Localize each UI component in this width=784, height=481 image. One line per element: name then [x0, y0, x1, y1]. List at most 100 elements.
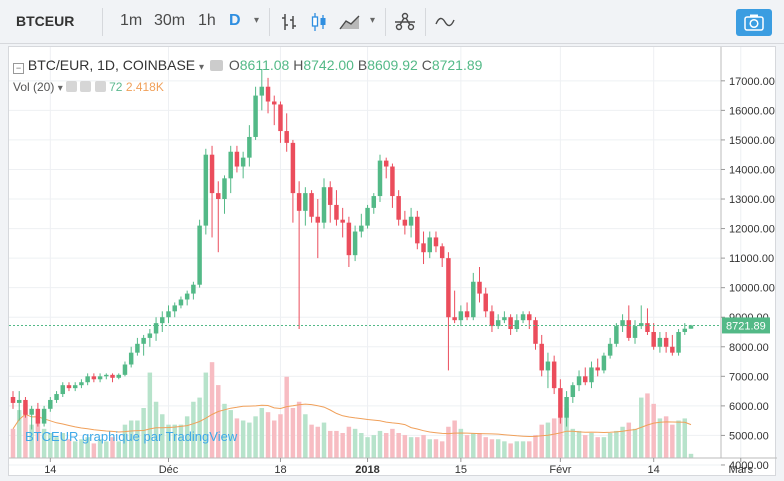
price-tick-label: 6000.00 — [729, 401, 769, 413]
candle-body — [141, 337, 146, 344]
volume-bar — [203, 372, 209, 458]
compare-icon[interactable] — [434, 11, 456, 33]
candlestick-chart[interactable]: 4000.005000.006000.007000.008000.009000.… — [9, 47, 777, 477]
candle-body — [160, 317, 165, 324]
volume-close-icon[interactable] — [94, 81, 106, 92]
volume-visibility-icon[interactable] — [80, 81, 92, 92]
indicators-icon[interactable] — [394, 11, 416, 33]
last-price-badge — [722, 317, 770, 334]
candle-body — [663, 337, 669, 347]
candle-body — [334, 204, 339, 220]
candle — [141, 334, 146, 356]
candle — [415, 210, 420, 250]
candle-body — [209, 154, 215, 194]
price-tick-label: 17000.00 — [729, 76, 775, 88]
candle-body — [508, 317, 513, 330]
candle-body — [626, 320, 632, 338]
candle — [464, 302, 470, 321]
interval-30m[interactable]: 30m — [154, 12, 186, 29]
volume-settings-icon[interactable] — [66, 81, 78, 92]
candle-body — [514, 320, 520, 330]
interval-1h[interactable]: 1h — [198, 12, 216, 29]
candle-body — [638, 323, 644, 327]
volume-bar — [340, 433, 345, 458]
volume-bar — [60, 433, 66, 458]
candle-body — [315, 216, 321, 223]
volume-bar — [464, 435, 470, 458]
title-chevron-down-icon[interactable]: ▾ — [199, 62, 205, 73]
candle — [122, 361, 128, 377]
candle-body — [483, 293, 488, 312]
candle-body — [421, 243, 426, 253]
candle-body — [272, 101, 277, 105]
candles — [10, 69, 694, 430]
candle — [209, 145, 215, 238]
volume-bars — [10, 362, 694, 458]
settings-icon[interactable] — [209, 60, 223, 71]
volume-bar — [147, 372, 153, 458]
candle-body — [539, 343, 544, 371]
volume-bar — [79, 439, 84, 458]
volume-bar — [197, 397, 202, 458]
snapshot-button[interactable] — [736, 9, 772, 36]
volume-bar — [116, 441, 121, 458]
volume-bar — [228, 410, 233, 458]
candle-body — [564, 397, 569, 418]
candle-body — [147, 333, 153, 338]
candle-body — [614, 326, 619, 344]
candle-body — [464, 311, 470, 318]
time-tick-label: Févr — [549, 464, 571, 476]
watermark[interactable]: BTCEUR graphique par TradingView — [25, 429, 238, 444]
volume-bar — [72, 441, 78, 458]
candle-body — [72, 385, 78, 389]
candle — [676, 329, 681, 356]
candle-body — [551, 361, 557, 389]
collapse-icon[interactable]: − — [13, 63, 24, 74]
candle — [240, 151, 246, 179]
bar-style-icon[interactable] — [280, 11, 298, 33]
volume-bar — [253, 416, 258, 458]
candle — [29, 405, 34, 430]
area-style-icon[interactable] — [338, 11, 362, 33]
candle-body — [203, 154, 209, 226]
candle-body — [359, 225, 364, 232]
candle-body — [682, 328, 688, 332]
price-axis: 4000.005000.006000.007000.008000.009000.… — [720, 47, 775, 472]
volume-bar — [607, 433, 613, 458]
chart-container[interactable]: 4000.005000.006000.007000.008000.009000.… — [8, 46, 777, 477]
candle — [234, 145, 240, 173]
candle-body — [340, 219, 345, 223]
candle-body — [583, 376, 588, 383]
volume-bar — [110, 437, 115, 458]
candle — [477, 266, 482, 303]
interval-chevron-down-icon[interactable]: ▾ — [254, 15, 260, 26]
candle — [172, 302, 177, 318]
candle — [651, 323, 656, 350]
candle-body — [495, 320, 501, 327]
symbol-search[interactable]: BTCEUR — [16, 13, 75, 29]
candle — [645, 308, 650, 335]
candle-body — [321, 187, 327, 223]
candle — [48, 397, 53, 412]
candle — [340, 207, 345, 238]
candle-body — [253, 95, 258, 137]
candle — [72, 382, 78, 392]
candle — [54, 391, 59, 403]
volume-bar — [446, 426, 451, 458]
candle-body — [91, 376, 97, 380]
style-chevron-down-icon[interactable]: ▾ — [370, 15, 376, 26]
candle — [595, 358, 600, 377]
candle-body — [29, 408, 34, 415]
volume-bar — [545, 422, 551, 458]
volume-bar — [614, 430, 619, 458]
interval-1m[interactable]: 1m — [120, 12, 143, 29]
interval-d[interactable]: D — [229, 12, 241, 29]
candle — [583, 367, 588, 386]
volume-chevron-down-icon[interactable]: ▾ — [57, 83, 63, 94]
candle-style-icon[interactable] — [310, 11, 328, 33]
volume-bar — [583, 435, 588, 458]
volume-bar — [85, 437, 90, 458]
volume-bar — [676, 420, 681, 458]
volume-bar — [334, 430, 339, 458]
volume-bar — [483, 437, 488, 458]
